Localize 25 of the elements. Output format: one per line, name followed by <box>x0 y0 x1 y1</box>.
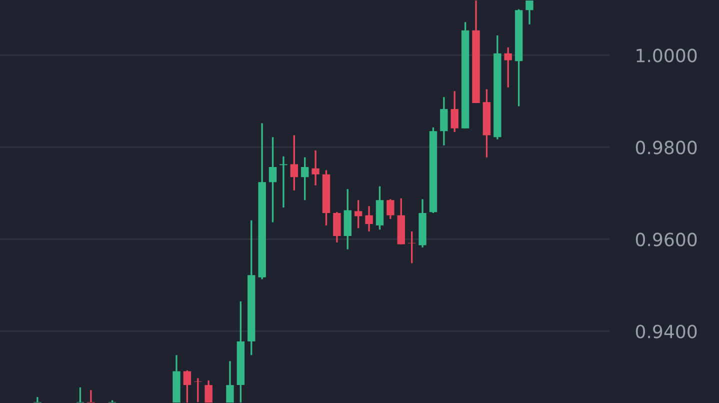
y-tick-label: 0.9800 <box>636 140 697 154</box>
y-tick-label: 1.0000 <box>636 48 697 62</box>
candlestick <box>183 370 192 403</box>
candlestick <box>333 211 341 244</box>
candlestick <box>87 389 95 403</box>
candlestick <box>226 360 234 403</box>
candlestick <box>354 199 362 230</box>
candlestick <box>301 156 309 201</box>
y-tick-label: 0.9600 <box>636 232 697 246</box>
candlestick <box>280 156 288 208</box>
candlestick <box>312 150 320 186</box>
candlestick <box>450 90 458 133</box>
candlestick <box>34 396 42 403</box>
candlestick <box>504 46 512 88</box>
candlestick <box>526 0 534 26</box>
candlestick <box>290 134 298 192</box>
candlestick <box>440 96 448 146</box>
candlestick <box>365 205 373 232</box>
candlestick <box>268 136 277 224</box>
candlestick <box>76 386 84 403</box>
candlestick <box>386 198 394 220</box>
candlestick <box>204 380 212 403</box>
candlestick <box>408 230 416 264</box>
y-tick-label: 0.9400 <box>636 324 697 338</box>
candlestick <box>194 377 202 403</box>
